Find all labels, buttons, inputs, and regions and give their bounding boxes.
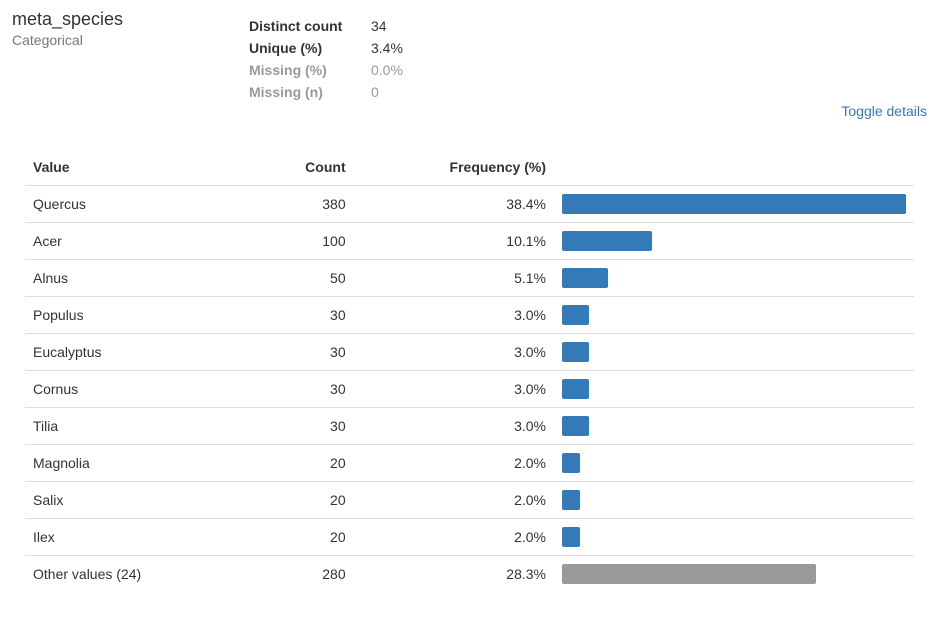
cell-count: 20 [175, 518, 354, 556]
cell-frequency: 38.4% [353, 185, 554, 223]
table-row: Ilex 20 2.0% [25, 518, 914, 556]
cell-count: 100 [175, 222, 354, 260]
cell-value: Alnus [25, 259, 176, 297]
cell-frequency: 3.0% [353, 333, 554, 371]
table-header-row: Value Count Frequency (%) [25, 149, 914, 186]
frequency-bar [562, 379, 589, 399]
cell-value: Acer [25, 222, 176, 260]
variable-name: meta_species [12, 9, 124, 29]
frequency-bar [562, 194, 906, 214]
cell-bar [554, 555, 914, 592]
cell-bar [554, 222, 914, 260]
table-row: Acer 100 10.1% [25, 222, 914, 260]
cell-bar [554, 259, 914, 297]
cell-value: Eucalyptus [25, 333, 176, 371]
frequency-bar [562, 416, 589, 436]
cell-bar [554, 370, 914, 408]
stat-value: 34 [371, 18, 387, 34]
cell-value: Magnolia [25, 444, 176, 482]
frequency-bar [562, 453, 580, 473]
stat-unique-percent: Unique (%) 3.4% [249, 37, 403, 59]
cell-count: 30 [175, 370, 354, 408]
variable-type: Categorical [12, 32, 83, 48]
stat-value: 0.0% [371, 62, 403, 78]
cell-count: 20 [175, 444, 354, 482]
cell-frequency: 2.0% [353, 481, 554, 519]
table-body: Quercus 380 38.4% Acer 100 10.1% Alnus 50 5.1% Po… [25, 185, 914, 592]
cell-bar [554, 407, 914, 445]
cell-value: Cornus [25, 370, 176, 408]
table-row: Cornus 30 3.0% [25, 370, 914, 408]
table-row: Populus 30 3.0% [25, 296, 914, 334]
frequency-bar-other [562, 564, 816, 584]
cell-frequency: 3.0% [353, 370, 554, 408]
cell-frequency: 2.0% [353, 518, 554, 556]
frequency-bar [562, 305, 589, 325]
stat-missing-percent: Missing (%) 0.0% [249, 59, 403, 81]
frequency-bar [562, 527, 580, 547]
table-row: Alnus 50 5.1% [25, 259, 914, 297]
cell-frequency: 2.0% [353, 444, 554, 482]
stat-value: 3.4% [371, 40, 403, 56]
frequency-bar [562, 268, 608, 288]
cell-value: Salix [25, 481, 176, 519]
cell-frequency: 5.1% [353, 259, 554, 297]
stats-panel: Distinct count 34 Unique (%) 3.4% Missing … [249, 15, 403, 103]
frequency-bar [562, 490, 580, 510]
table-row: Magnolia 20 2.0% [25, 444, 914, 482]
stat-label: Missing (%) [249, 62, 327, 78]
cell-value: Ilex [25, 518, 176, 556]
table-row: Quercus 380 38.4% [25, 185, 914, 223]
cell-count: 20 [175, 481, 354, 519]
cell-bar [554, 333, 914, 371]
stat-label: Distinct count [249, 18, 343, 34]
column-header-count: Count [175, 149, 354, 186]
table-row: Eucalyptus 30 3.0% [25, 333, 914, 371]
column-header-value: Value [25, 149, 176, 186]
cell-bar [554, 296, 914, 334]
cell-count: 280 [175, 555, 354, 592]
cell-frequency: 28.3% [353, 555, 554, 592]
stat-value: 0 [371, 84, 379, 100]
cell-count: 50 [175, 259, 354, 297]
table-row: Salix 20 2.0% [25, 481, 914, 519]
frequency-bar [562, 231, 652, 251]
column-header-frequency: Frequency (%) [353, 149, 554, 186]
frequency-bar [562, 342, 589, 362]
cell-value: Quercus [25, 185, 176, 223]
cell-count: 30 [175, 407, 354, 445]
cell-frequency: 3.0% [353, 296, 554, 334]
cell-count: 30 [175, 333, 354, 371]
cell-value: Other values (24) [25, 555, 176, 592]
cell-frequency: 3.0% [353, 407, 554, 445]
stat-missing-count: Missing (n) 0 [249, 81, 403, 103]
toggle-details-link[interactable]: Toggle details [841, 103, 927, 119]
cell-count: 30 [175, 296, 354, 334]
cell-value: Tilia [25, 407, 176, 445]
cell-bar [554, 518, 914, 556]
frequency-table: Value Count Frequency (%) Quercus 380 38.4… [25, 149, 914, 592]
cell-bar [554, 185, 914, 223]
table-row-other-values: Other values (24) 280 28.3% [25, 555, 914, 592]
cell-count: 380 [175, 185, 354, 223]
stat-label: Missing (n) [249, 84, 323, 100]
stat-label: Unique (%) [249, 40, 323, 56]
cell-bar [554, 481, 914, 519]
cell-frequency: 10.1% [353, 222, 554, 260]
stat-distinct-count: Distinct count 34 [249, 15, 403, 37]
table-row: Tilia 30 3.0% [25, 407, 914, 445]
cell-value: Populus [25, 296, 176, 334]
cell-bar [554, 444, 914, 482]
column-header-bar [554, 149, 914, 186]
